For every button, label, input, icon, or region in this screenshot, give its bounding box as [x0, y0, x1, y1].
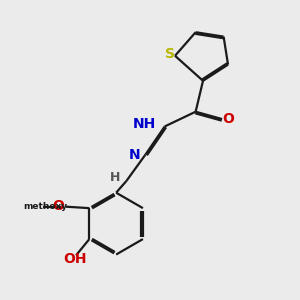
Text: N: N — [129, 148, 140, 162]
Text: NH: NH — [133, 117, 157, 131]
Text: O: O — [52, 199, 64, 213]
Text: S: S — [165, 47, 175, 61]
Text: H: H — [110, 171, 120, 184]
Text: OH: OH — [63, 252, 86, 266]
Text: methoxy: methoxy — [24, 202, 68, 211]
Text: O: O — [223, 112, 235, 126]
